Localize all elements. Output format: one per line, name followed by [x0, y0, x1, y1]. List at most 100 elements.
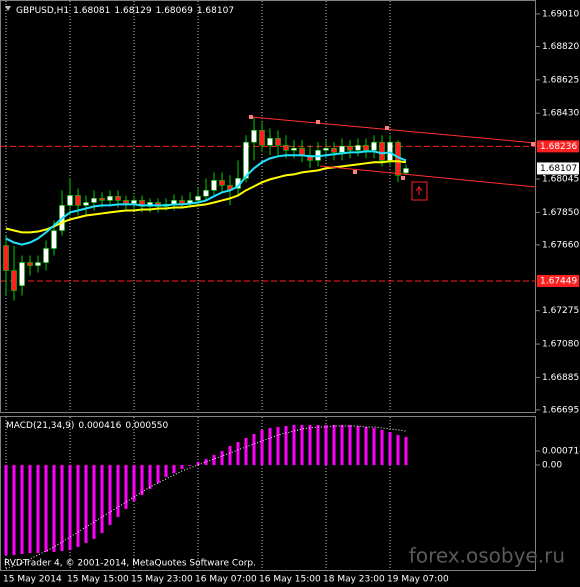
upper-trend-line: [250, 116, 537, 144]
macd-bar: [324, 425, 328, 465]
signal-box: [411, 181, 428, 201]
anchor-point: [385, 126, 389, 130]
macd-bar: [292, 425, 296, 465]
level-tag: [537, 140, 579, 153]
macd-title: MACD(21,34,9): [6, 421, 74, 431]
macd-bar: [60, 465, 64, 552]
macd-bar: [172, 465, 176, 474]
x-tick-label: 18 May 23:00: [323, 575, 385, 585]
candle-body: [179, 200, 185, 204]
macd-bar: [380, 429, 384, 465]
y-tick-label: 1.67850: [542, 208, 579, 218]
macd-bar: [92, 465, 96, 539]
macd-bar: [372, 427, 376, 465]
last-price-tag: [537, 162, 579, 175]
candle-body: [307, 154, 313, 161]
y-tick-label: 1.68045: [542, 175, 579, 185]
macd-bar: [244, 437, 248, 465]
candle-body: [275, 138, 281, 146]
macd-bar: [356, 425, 360, 465]
macd-bar: [204, 458, 208, 465]
y-tick-label: 0.00: [542, 461, 562, 471]
x-tick-label: 15 May 2014: [3, 575, 62, 585]
candle-body: [67, 195, 73, 206]
candle-body: [83, 202, 89, 206]
lower-trend-line: [319, 165, 537, 188]
macd-bar: [20, 465, 24, 555]
macd-bar: [188, 465, 192, 466]
macd-bar: [396, 435, 400, 465]
trend-objects: [249, 115, 537, 201]
macd-readout: 0.000416: [78, 421, 121, 431]
macd-bar: [28, 465, 32, 554]
high-readout: 1.68129: [114, 6, 151, 16]
macd-bar: [228, 445, 232, 465]
candle-body: [35, 262, 41, 266]
candle-body: [11, 270, 17, 291]
x-tick-label: 19 May 07:00: [387, 575, 449, 585]
y-tick-label: 1.67080: [542, 340, 579, 350]
watermark: forex.osobye.ru: [409, 544, 565, 568]
candle-body: [131, 200, 137, 204]
macd-bar: [124, 465, 128, 509]
candle-body: [107, 196, 113, 201]
candle-body: [219, 180, 225, 186]
last-price-label: 1.68107: [540, 164, 577, 174]
close-readout: 1.68107: [197, 6, 234, 16]
macd-panel-frame: [0, 416, 536, 571]
candle-body: [51, 230, 57, 249]
level-label: 1.67449: [540, 276, 577, 286]
y-tick-label: 1.66695: [542, 405, 579, 415]
y-tick-label: 0.000714: [542, 447, 580, 457]
candle-body: [203, 190, 209, 197]
y-tick-label: 1.68625: [542, 75, 579, 85]
x-tick-label: 16 May 15:00: [259, 575, 321, 585]
y-tick-label: 1.67275: [542, 306, 579, 316]
candle-body: [355, 145, 361, 151]
x-tick-label: 15 May 23:00: [131, 575, 193, 585]
macd-bar: [44, 465, 48, 553]
macd-bar: [76, 465, 80, 547]
candle-body: [379, 141, 385, 161]
macd-bar: [116, 465, 120, 517]
macd-bar: [220, 451, 224, 465]
anchor-point: [316, 120, 320, 124]
macd-bar: [148, 465, 152, 489]
x-tick-label: 15 May 15:00: [67, 575, 129, 585]
level-tag: [537, 274, 579, 287]
anchor-point: [531, 142, 535, 146]
candle-body: [211, 180, 217, 191]
candle-body: [19, 262, 25, 286]
anchor-point: [249, 115, 253, 119]
candle-body: [91, 198, 97, 203]
macd-bar: [108, 465, 112, 525]
candle-body: [323, 147, 329, 151]
candle-body: [3, 245, 9, 271]
macd-bar: [284, 425, 288, 465]
macd-bar: [388, 432, 392, 465]
macd-bar: [268, 427, 272, 465]
candle-body: [291, 147, 297, 151]
candle-body: [195, 196, 201, 201]
macd-bar: [316, 425, 320, 465]
signal-readout: 0.000550: [125, 421, 168, 431]
candle-body: [331, 147, 337, 153]
macd-bar: [236, 442, 240, 465]
level-label: 1.68236: [540, 142, 577, 152]
price-panel-frame: [0, 0, 536, 413]
candle-body: [339, 145, 345, 153]
candle-body: [99, 198, 105, 201]
candle-body: [403, 168, 409, 174]
macd-bar: [36, 465, 40, 554]
candle-body: [299, 147, 305, 156]
macd-bar: [68, 465, 72, 551]
candle-body: [347, 145, 353, 151]
candle-body: [387, 141, 393, 161]
macd-bar: [212, 455, 216, 465]
macd-bar: [156, 465, 160, 484]
macd-bar: [252, 434, 256, 465]
y-tick-label: 1.69010: [542, 10, 579, 20]
macd-bar: [260, 429, 264, 465]
candle-body: [243, 141, 249, 179]
